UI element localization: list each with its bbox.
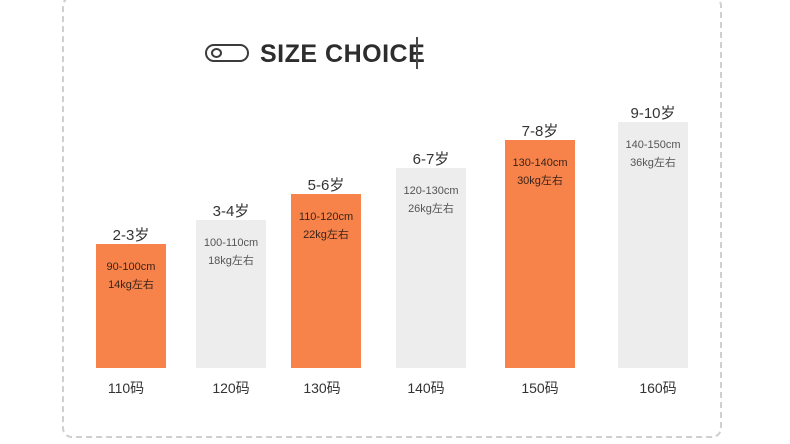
page-title: SIZE CHOICE — [260, 40, 426, 68]
size-code: 140码 — [407, 380, 445, 396]
weight-label: 36kg左右 — [630, 157, 676, 169]
height-range: 100-110cm — [203, 237, 259, 249]
height-range: 130-140cm — [512, 157, 568, 169]
size-bar — [618, 122, 688, 368]
weight-label: 14kg左右 — [108, 279, 154, 291]
weight-label: 26kg左右 — [408, 203, 454, 215]
height-range: 110-120cm — [298, 211, 354, 223]
age-label: 6-7岁 — [412, 151, 450, 168]
size-code: 110码 — [107, 380, 145, 396]
size-bar — [291, 194, 361, 368]
size-code: 130码 — [303, 380, 341, 396]
size-bar — [396, 168, 466, 368]
title-divider — [416, 37, 418, 69]
height-range: 140-150cm — [625, 139, 681, 151]
size-bar — [196, 220, 266, 368]
height-range: 120-130cm — [403, 185, 459, 197]
age-label: 3-4岁 — [212, 203, 250, 220]
content-frame — [62, 0, 722, 438]
size-code: 120码 — [212, 380, 250, 396]
size-code: 160码 — [639, 380, 677, 396]
weight-label: 30kg左右 — [517, 175, 563, 187]
age-label: 7-8岁 — [521, 123, 559, 140]
size-code: 150码 — [521, 380, 559, 396]
age-label: 9-10岁 — [630, 105, 676, 122]
age-label: 2-3岁 — [112, 227, 150, 244]
age-label: 5-6岁 — [307, 177, 345, 194]
weight-label: 22kg左右 — [303, 229, 349, 241]
weight-label: 18kg左右 — [208, 255, 254, 267]
size-bar — [505, 140, 575, 368]
toggle-icon — [205, 44, 249, 62]
size-bar — [96, 244, 166, 368]
height-range: 90-100cm — [106, 261, 156, 273]
